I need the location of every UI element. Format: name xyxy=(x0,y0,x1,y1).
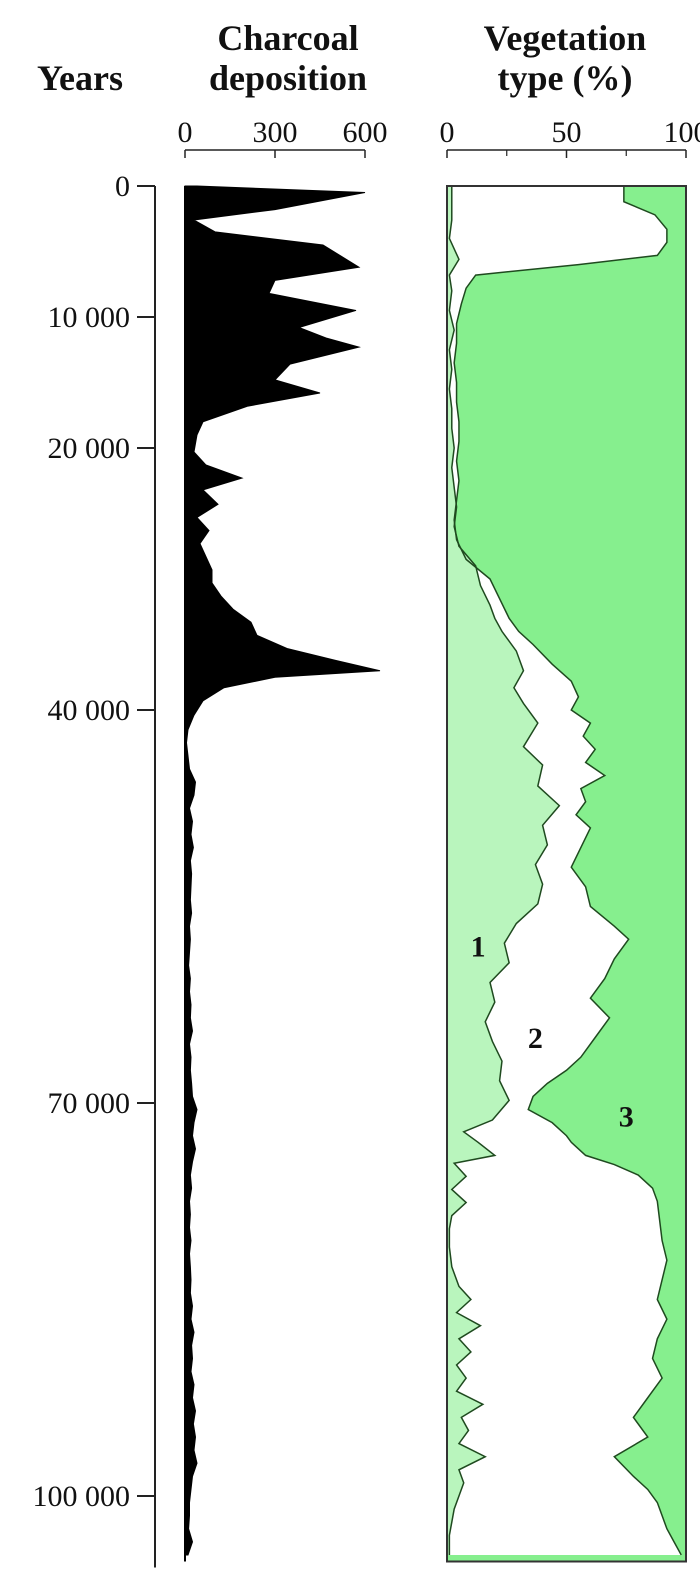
veg-zone-label-1: 1 xyxy=(471,930,486,963)
charcoal-x-tick-label-0: 0 xyxy=(178,116,193,149)
charcoal-title-line-2: deposition xyxy=(209,58,367,98)
years-tick-label-4: 70 000 xyxy=(48,1087,131,1120)
vegetation-panel: 0 50 100 1 2 3 xyxy=(440,116,700,1562)
charcoal-deposition-area xyxy=(185,186,380,1555)
charcoal-title-line-1: Charcoal xyxy=(217,18,358,58)
veg-x-tick-label-0: 0 xyxy=(440,116,455,149)
years-tick-label-5: 100 000 xyxy=(33,1480,131,1513)
years-tick-label-3: 40 000 xyxy=(48,694,131,727)
years-header: Years xyxy=(37,58,123,98)
vegetation-title-line-2: type (%) xyxy=(498,58,633,98)
years-axis: 0 10 000 20 000 40 000 70 000 100 000 xyxy=(33,170,156,1568)
years-tick-label-1: 10 000 xyxy=(48,301,131,334)
vegetation-title-line-1: Vegetation xyxy=(484,18,647,58)
charcoal-x-tick-label-1: 300 xyxy=(253,116,298,149)
veg-zone-label-2: 2 xyxy=(528,1022,543,1055)
veg-x-tick-label-2: 100 xyxy=(664,116,700,149)
years-tick-label-2: 20 000 xyxy=(48,432,131,465)
charcoal-x-tick-label-2: 600 xyxy=(343,116,388,149)
years-tick-label-0: 0 xyxy=(115,170,130,203)
veg-zone-label-3: 3 xyxy=(619,1101,634,1134)
veg-x-tick-label-1: 50 xyxy=(552,116,582,149)
charcoal-panel: 0 300 600 xyxy=(178,116,388,1562)
